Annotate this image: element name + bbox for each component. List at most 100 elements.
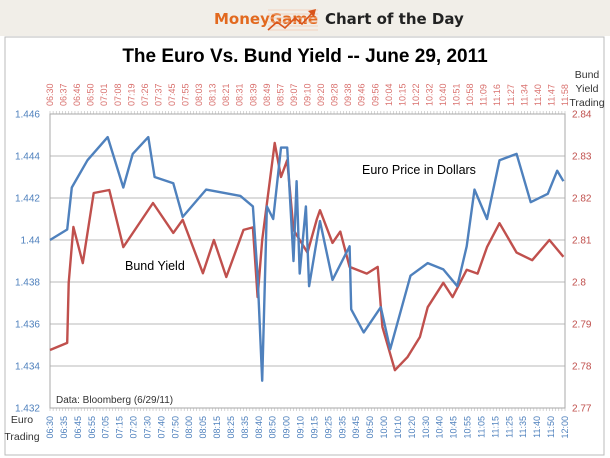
- top-tick-label: 11:34: [519, 84, 529, 106]
- bottom-tick-label: 09:10: [296, 416, 306, 439]
- left-tick-label: 1.434: [15, 362, 40, 373]
- bottom-tick-label: 07:05: [101, 416, 111, 439]
- bottom-tick-label: 11:35: [518, 416, 528, 438]
- bottom-tick-label: 10:40: [435, 416, 445, 439]
- bottom-tick-label: 08:15: [212, 416, 222, 439]
- top-tick-label: 07:45: [167, 83, 177, 106]
- right-axis-label-line2: Yield: [576, 83, 599, 95]
- top-tick-label: 11:16: [492, 84, 502, 106]
- bottom-tick-label: 09:15: [309, 416, 319, 439]
- bottom-tick-label: 09:50: [365, 416, 375, 439]
- top-tick-label: 08:31: [235, 83, 245, 106]
- bottom-tick-label: 08:25: [226, 416, 236, 439]
- top-tick-label: 09:20: [316, 83, 326, 106]
- top-tick-label: 11:27: [506, 84, 516, 106]
- top-tick-label: 07:55: [181, 83, 191, 106]
- top-tick-label: 11:58: [560, 84, 570, 106]
- left-tick-label: 1.442: [15, 194, 40, 205]
- bottom-tick-label: 07:30: [142, 416, 152, 439]
- bottom-tick-label: 07:15: [115, 416, 125, 439]
- left-tick-label: 1.444: [15, 152, 40, 163]
- right-axis-label-line1: Bund: [575, 69, 600, 81]
- right-tick-label: 2.77: [572, 404, 592, 415]
- top-tick-label: 10:04: [384, 83, 394, 106]
- bottom-tick-label: 07:20: [129, 416, 139, 439]
- top-tick-label: 07:26: [140, 83, 150, 106]
- left-tick-label: 1.436: [15, 320, 40, 331]
- top-tick-label: 06:37: [59, 83, 69, 106]
- right-tick-label: 2.84: [572, 110, 592, 121]
- bottom-tick-label: 10:10: [393, 416, 403, 439]
- right-tick-label: 2.8: [572, 278, 586, 289]
- top-tick-label: 07:37: [153, 83, 163, 106]
- bottom-tick-label: 09:45: [351, 416, 361, 439]
- bottom-tick-label: 09:00: [282, 416, 292, 439]
- bottom-tick-label: 09:25: [323, 416, 333, 439]
- euro-series-annotation: Euro Price in Dollars: [362, 163, 476, 177]
- top-tick-label: 11:40: [533, 84, 543, 106]
- left-axis-label-line2: Trading: [4, 431, 39, 443]
- bottom-tick-label: 08:40: [254, 416, 264, 439]
- top-tick-label: 08:39: [248, 83, 258, 106]
- bottom-tick-label: 10:00: [379, 416, 389, 439]
- header-banner: MoneyGame Chart of the Day: [0, 0, 610, 36]
- plot-area: [49, 113, 566, 409]
- bottom-tick-label: 10:45: [449, 416, 459, 439]
- top-tick-label: 06:46: [72, 83, 82, 106]
- bottom-tick-label: 06:30: [45, 416, 55, 439]
- top-tick-label: 11:09: [479, 84, 489, 106]
- top-tick-label: 08:57: [275, 83, 285, 106]
- bottom-tick-label: 06:55: [87, 416, 97, 439]
- top-tick-label: 10:58: [465, 83, 475, 106]
- bottom-tick-label: 10:30: [421, 416, 431, 439]
- bottom-tick-label: 08:00: [184, 416, 194, 439]
- top-tick-label: 09:10: [303, 83, 313, 106]
- gridlines: [49, 111, 566, 411]
- right-tick-label: 2.82: [572, 194, 592, 205]
- bottom-tick-label: 07:40: [156, 416, 166, 439]
- top-tick-label: 10:51: [452, 83, 462, 106]
- top-tick-label: 10:40: [438, 83, 448, 106]
- right-axis-label-line3: Trading: [569, 97, 604, 109]
- left-tick-label: 1.438: [15, 278, 40, 289]
- top-tick-label: 09:56: [370, 83, 380, 106]
- top-tick-label: 08:03: [194, 83, 204, 106]
- right-tick-label: 2.79: [572, 320, 592, 331]
- chart-title: The Euro Vs. Bund Yield -- June 29, 2011: [122, 46, 488, 67]
- right-tick-label: 2.78: [572, 362, 592, 373]
- bottom-tick-label: 08:50: [268, 416, 278, 439]
- top-tick-label: 08:13: [208, 83, 218, 106]
- top-tick-label: 10:32: [424, 83, 434, 106]
- right-tick-label: 2.83: [572, 152, 592, 163]
- top-tick-label: 09:07: [289, 83, 299, 106]
- top-tick-label: 10:22: [411, 83, 421, 106]
- source-note: Data: Bloomberg (6/29/11): [56, 395, 173, 406]
- top-tick-label: 08:49: [262, 83, 272, 106]
- top-tick-label: 10:15: [397, 83, 407, 106]
- bottom-tick-label: 08:35: [240, 416, 250, 439]
- top-tick-label: 09:38: [343, 83, 353, 106]
- brand-logo-text: MoneyGame: [214, 10, 318, 28]
- top-tick-label: 09:28: [330, 83, 340, 106]
- bottom-tick-label: 11:40: [532, 416, 542, 438]
- bottom-tick-label: 06:45: [73, 416, 83, 439]
- bottom-tick-label: 06:35: [59, 416, 69, 439]
- section-title: Chart of the Day: [325, 10, 464, 28]
- top-tick-label: 06:50: [86, 83, 96, 106]
- chart-trend-icon: [267, 9, 318, 31]
- bottom-tick-label: 10:20: [407, 416, 417, 439]
- bottom-tick-label: 12:00: [560, 416, 570, 439]
- left-tick-label: 1.446: [15, 110, 40, 121]
- bottom-tick-label: 08:05: [198, 416, 208, 439]
- bottom-tick-label: 11:50: [546, 416, 556, 438]
- bottom-tick-label: 11:25: [504, 416, 514, 438]
- top-tick-label: 09:46: [357, 83, 367, 106]
- bottom-tick-label: 07:50: [170, 416, 180, 439]
- euro-series-line: [49, 135, 565, 382]
- top-tick-label: 07:19: [126, 83, 136, 106]
- top-tick-label: 11:47: [546, 84, 556, 106]
- right-tick-label: 2.81: [572, 236, 592, 247]
- top-tick-label: 06:30: [45, 83, 55, 106]
- bund-series-annotation: Bund Yield: [125, 259, 185, 273]
